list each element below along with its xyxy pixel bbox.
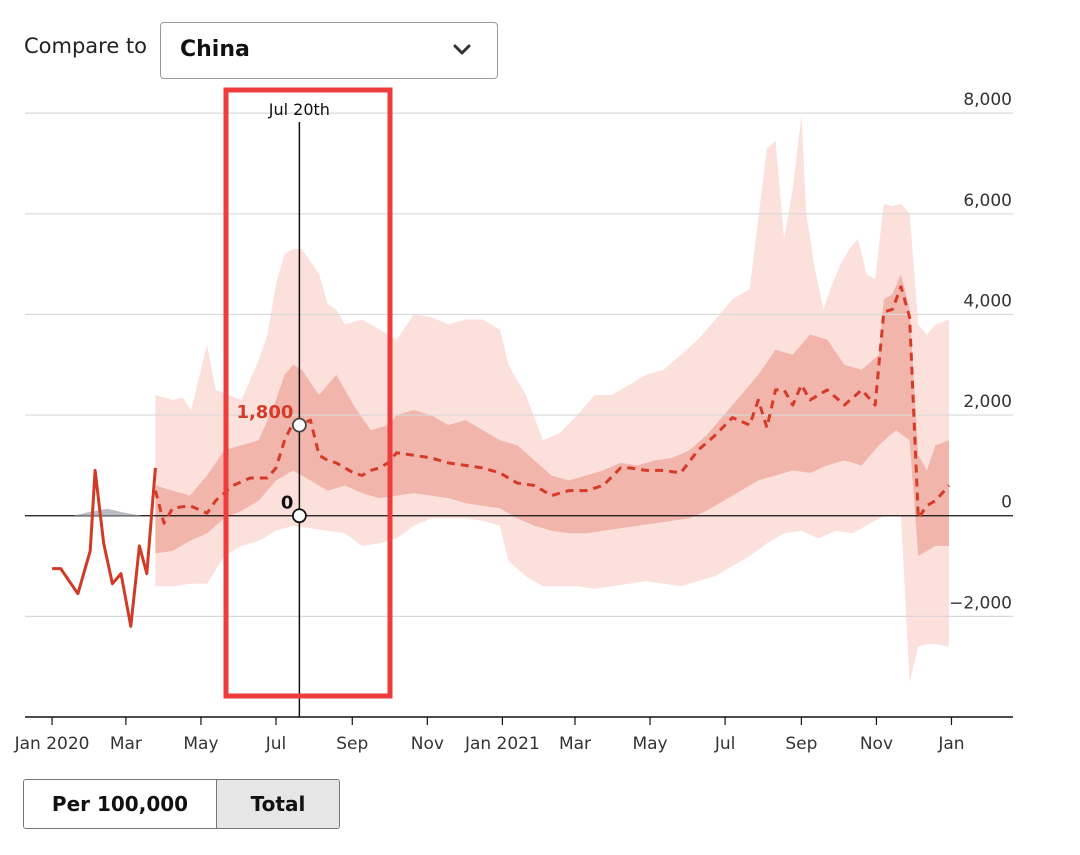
ytick-label: 2,000 — [963, 392, 1012, 412]
crosshair-date-label: Jul 20th — [268, 100, 330, 119]
xtick-label: Sep — [785, 734, 817, 754]
total-button[interactable]: Total — [217, 780, 339, 828]
xtick-label: May — [183, 734, 218, 754]
other-series-area — [73, 508, 142, 516]
country-select-value: China — [180, 37, 250, 62]
outer-confidence-band — [155, 115, 949, 682]
highlight-point — [291, 417, 307, 433]
xtick-label: Jul — [265, 734, 287, 754]
highlight-value-label: 1,800 — [236, 402, 293, 423]
estimate-line — [153, 285, 951, 525]
xtick-label: Mar — [110, 734, 142, 754]
country-select[interactable]: China — [160, 22, 498, 79]
compare-label: Compare to — [24, 34, 148, 58]
ytick-label: 6,000 — [963, 191, 1012, 211]
chart-crosshair: Jul 20th 1,800 0 — [223, 87, 393, 717]
chevron-down-icon[interactable] — [451, 39, 473, 61]
xtick-label: Jan 2021 — [464, 734, 540, 754]
highlight-box — [223, 87, 393, 699]
xtick-label: Nov — [860, 734, 893, 754]
highlight-point — [291, 508, 307, 524]
excess-deaths-chart: 8,000 6,000 4,000 2,000 0 −2,000 Jan 2020 Mar M… — [14, 87, 1013, 754]
chart-bands — [155, 115, 949, 682]
metric-toggle: Per 100,000 Total — [23, 779, 340, 829]
xtick-label: Jan 2020 — [14, 734, 90, 754]
ytick-label: −2,000 — [949, 593, 1012, 613]
ytick-label: 4,000 — [963, 291, 1012, 311]
observed-line — [52, 467, 157, 628]
xtick-label: May — [632, 734, 667, 754]
chart-xaxis: Jan 2020 Mar May Jul Sep Nov Jan 2021 Mar May Jul… — [14, 716, 1013, 754]
ytick-label: 8,000 — [963, 90, 1012, 110]
chart-lines — [52, 285, 951, 628]
xtick-label: Sep — [336, 734, 368, 754]
chart-ytick-labels: 8,000 6,000 4,000 2,000 0 −2,000 — [949, 90, 1012, 613]
highlight-value-label: 0 — [281, 493, 294, 514]
xtick-label: Mar — [559, 734, 591, 754]
inner-confidence-band — [155, 274, 949, 556]
per-100000-button[interactable]: Per 100,000 — [24, 780, 217, 828]
xtick-label: Jan — [937, 734, 964, 754]
xtick-label: Jul — [714, 734, 736, 754]
chart-gridlines — [25, 112, 1013, 617]
ytick-label: 0 — [1001, 493, 1012, 513]
xtick-label: Nov — [411, 734, 444, 754]
